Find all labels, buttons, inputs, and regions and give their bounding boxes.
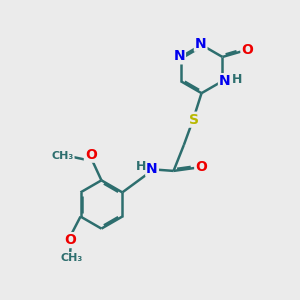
Text: H: H [232, 73, 242, 86]
Text: H: H [136, 160, 146, 173]
Text: S: S [189, 113, 199, 127]
Text: N: N [219, 74, 231, 88]
Text: CH₃: CH₃ [61, 254, 83, 263]
Text: CH₃: CH₃ [51, 151, 74, 160]
Text: N: N [146, 162, 158, 176]
Text: N: N [173, 50, 185, 63]
Text: O: O [195, 160, 207, 174]
Text: O: O [242, 43, 254, 57]
Text: O: O [64, 233, 76, 247]
Text: O: O [85, 148, 97, 162]
Text: N: N [195, 37, 206, 51]
